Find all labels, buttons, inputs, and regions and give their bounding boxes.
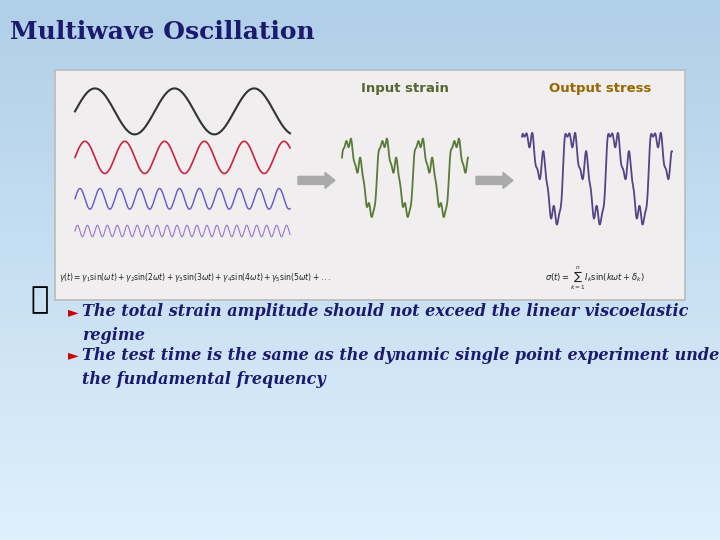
Polygon shape <box>298 172 335 188</box>
Text: Multiwave Oscillation: Multiwave Oscillation <box>10 20 315 44</box>
FancyBboxPatch shape <box>55 70 685 300</box>
Text: 📋: 📋 <box>30 286 48 314</box>
Text: Output stress: Output stress <box>549 82 651 95</box>
Text: The test time is the same as the dynamic single point experiment under: The test time is the same as the dynamic… <box>82 347 720 363</box>
Text: $\sigma(t) = \sum_{k=1}^{n} I_k \sin(k\omega t + \delta_k)$: $\sigma(t) = \sum_{k=1}^{n} I_k \sin(k\o… <box>545 264 645 292</box>
Text: ►: ► <box>68 348 78 362</box>
Text: The total strain amplitude should not exceed the linear viscoelastic: The total strain amplitude should not ex… <box>82 303 688 321</box>
Polygon shape <box>476 172 513 188</box>
Text: the fundamental frequency: the fundamental frequency <box>82 372 325 388</box>
Text: regime: regime <box>82 327 145 345</box>
Text: ►: ► <box>68 305 78 319</box>
Text: $\gamma(t) = \gamma_1 \sin(\omega t) + \gamma_2 \sin(2\omega t) + \gamma_3 \sin(: $\gamma(t) = \gamma_1 \sin(\omega t) + \… <box>59 272 331 285</box>
Text: Input strain: Input strain <box>361 82 449 95</box>
